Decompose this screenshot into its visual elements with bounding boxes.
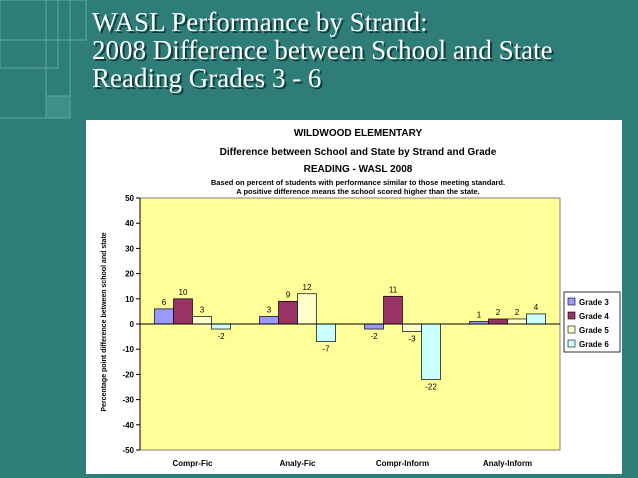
data-label: 2	[496, 308, 501, 317]
y-tick-label: -30	[122, 396, 134, 405]
data-label: 1	[477, 310, 482, 319]
chart-title: WILDWOOD ELEMENTARY	[294, 128, 423, 139]
plot-layer: 50 40 30 20 10 0 -10 -20 -30 -40 -50 6 10 3 -2 Compr-Fi…	[122, 194, 621, 468]
slide-title: WASL Performance by Strand: 2008 Differe…	[92, 8, 553, 92]
data-label: 3	[200, 305, 205, 314]
y-tick-label: -50	[122, 446, 134, 455]
x-tick-label: Compr-Fic	[173, 459, 214, 468]
slide-title-line-1: WASL Performance by Strand:	[92, 7, 428, 37]
data-label: 11	[389, 285, 398, 294]
data-label: 6	[162, 298, 167, 307]
bar	[173, 298, 193, 325]
slide-title-line-3: Reading Grades 3 - 6	[92, 63, 322, 93]
legend-swatch	[567, 311, 576, 320]
bar	[211, 323, 231, 330]
legend-label: Grade 6	[579, 340, 609, 349]
y-tick-label: 10	[125, 295, 134, 304]
bar	[507, 318, 527, 325]
bar	[402, 323, 422, 332]
chart-note-line-2: A positive difference means the school s…	[236, 187, 480, 196]
slide-title-line-2: 2008 Difference between School and State	[92, 35, 553, 65]
chart-note-line-1: Based on percent of students with perfor…	[211, 178, 505, 187]
data-label: 9	[286, 290, 291, 299]
x-tick-label: Analy-Fic	[279, 459, 316, 468]
y-tick-label: 50	[125, 194, 134, 203]
y-axis-title: Percentage point difference between scho…	[101, 232, 108, 411]
bar	[526, 313, 546, 325]
bar	[316, 323, 336, 342]
data-label: -22	[425, 382, 437, 391]
y-tick-label: 0	[130, 320, 135, 329]
bar	[192, 316, 212, 325]
legend-label: Grade 4	[579, 312, 609, 321]
bar	[297, 293, 317, 325]
data-label: -7	[322, 345, 330, 354]
chart-subtitle-line-1: Difference between School and State by S…	[220, 147, 497, 158]
data-label: 4	[534, 303, 539, 312]
bar	[259, 316, 279, 325]
data-label: -3	[408, 335, 416, 344]
y-tick-label: -20	[122, 370, 134, 379]
y-tick-label: 20	[125, 270, 134, 279]
data-label: 3	[267, 305, 272, 314]
page-number: 4	[602, 454, 609, 468]
y-tick-label: -10	[122, 345, 134, 354]
x-tick-label: Compr-Inform	[376, 459, 429, 468]
bar	[364, 323, 384, 330]
x-tick-label: Analy-Inform	[483, 459, 532, 468]
chart-subtitle-line-2: READING - WASL 2008	[304, 164, 413, 175]
bar	[278, 300, 298, 325]
legend-swatch	[567, 325, 576, 334]
y-tick-label: 30	[125, 244, 134, 253]
bar	[154, 308, 174, 325]
bar-chart: WILDWOOD ELEMENTARY Difference between S…	[86, 120, 622, 474]
bar	[421, 323, 441, 380]
legend-swatch	[567, 339, 576, 348]
data-label: -2	[370, 332, 378, 341]
y-tick-label: 40	[125, 219, 134, 228]
y-tick-label: -40	[122, 421, 134, 430]
data-label: 10	[179, 288, 188, 297]
bar	[383, 295, 403, 325]
data-label: -2	[217, 332, 225, 341]
legend-label: Grade 3	[579, 298, 609, 307]
legend-swatch	[567, 297, 576, 306]
legend-label: Grade 5	[579, 326, 609, 335]
bar	[488, 318, 508, 325]
data-label: 12	[303, 283, 312, 292]
data-label: 2	[515, 308, 520, 317]
